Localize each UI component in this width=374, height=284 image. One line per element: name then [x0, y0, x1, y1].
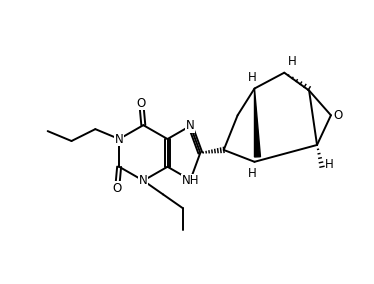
- Text: H: H: [248, 71, 257, 84]
- Text: H: H: [325, 158, 333, 171]
- Text: O: O: [333, 109, 343, 122]
- Text: NH: NH: [182, 174, 199, 187]
- Text: N: N: [139, 174, 148, 187]
- Text: O: O: [137, 97, 146, 110]
- Text: H: H: [288, 55, 297, 68]
- Text: O: O: [113, 182, 122, 195]
- Text: N: N: [115, 133, 123, 145]
- Text: N: N: [186, 119, 195, 132]
- Text: H: H: [248, 167, 257, 180]
- Polygon shape: [254, 89, 260, 157]
